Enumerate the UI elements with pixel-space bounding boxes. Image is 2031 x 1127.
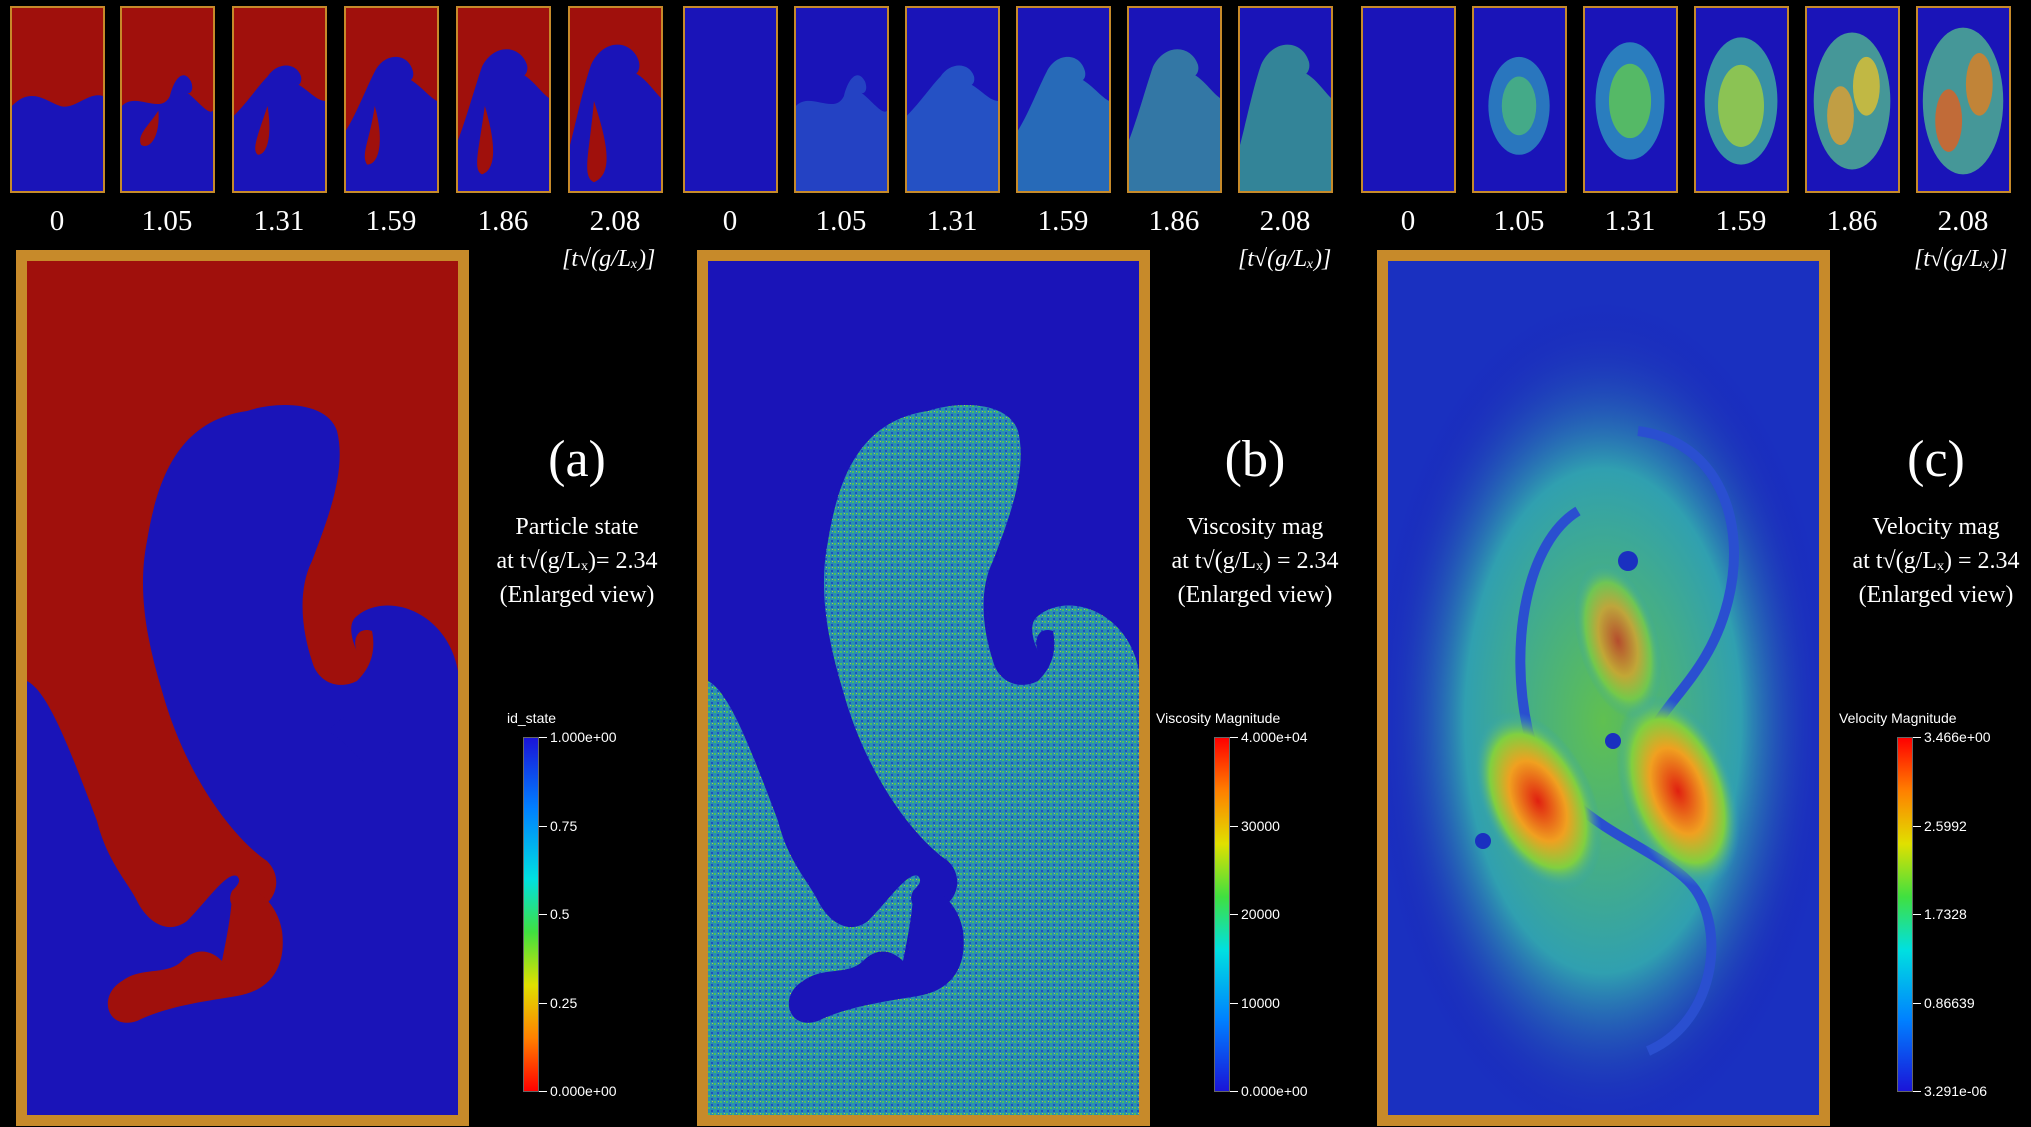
time-label: 1.59 bbox=[1715, 205, 1767, 237]
panel-a: 0 1.05 1.31 1.59 1.86 2.08 [t√(g/Lₓ)] (a… bbox=[0, 0, 674, 1127]
thumbnail-c-t1 bbox=[1472, 6, 1567, 193]
colorbar-tick-mark bbox=[539, 1003, 547, 1004]
thumbnail-a-t3 bbox=[344, 6, 439, 193]
caption-line: (Enlarged view) bbox=[1858, 582, 2014, 608]
caption-line: Velocity mag bbox=[1872, 514, 2000, 540]
viscosity-view bbox=[697, 250, 1150, 1126]
colorbar-title: Viscosity Magnitude bbox=[1156, 710, 1281, 726]
colorbar-tick-mark bbox=[539, 826, 547, 827]
time-label: 1.05 bbox=[815, 205, 867, 237]
time-units-label: [t√(g/Lₓ)] bbox=[562, 246, 656, 272]
colorbar-tick-label: 1.000e+00 bbox=[550, 729, 617, 745]
thumbnail-c-t4 bbox=[1805, 6, 1900, 193]
thumbnail-b-t1 bbox=[794, 6, 889, 193]
time-label: 1.31 bbox=[1604, 205, 1656, 237]
thumbnail-c-t2 bbox=[1583, 6, 1678, 193]
panel-caption: Particle state at t√(g/Lₓ)= 2.34 (Enlarg… bbox=[462, 510, 692, 612]
colorbar-tick-label: 0.75 bbox=[550, 818, 578, 834]
particle-state-view bbox=[16, 250, 469, 1126]
panel-letter: (b) bbox=[1224, 431, 1286, 488]
thumbnail-b-t3 bbox=[1016, 6, 1111, 193]
colorbar-tick-label: 30000 bbox=[1241, 818, 1280, 834]
thumbnail-b-t2 bbox=[905, 6, 1000, 193]
colorbar-title: Velocity Magnitude bbox=[1839, 710, 1957, 726]
time-label: 0 bbox=[1400, 205, 1416, 237]
caption-line: (Enlarged view) bbox=[1177, 582, 1333, 608]
time-label: 1.86 bbox=[477, 205, 529, 237]
thumbnail-c-t3 bbox=[1694, 6, 1789, 193]
colorbar-tick-label: 0.5 bbox=[550, 906, 570, 922]
caption-line: Viscosity mag bbox=[1186, 514, 1324, 540]
thumbnail-c-t0 bbox=[1361, 6, 1456, 193]
colorbar-tick-label: 4.000e+04 bbox=[1241, 729, 1308, 745]
colorbar-tick-mark bbox=[1913, 1091, 1921, 1092]
time-label: 0 bbox=[722, 205, 738, 237]
colorbar-tick-label: 3.466e+00 bbox=[1924, 729, 1991, 745]
panel-letter: (c) bbox=[1907, 431, 1965, 488]
colorbar bbox=[523, 737, 539, 1092]
thumbnail-b-t0 bbox=[683, 6, 778, 193]
thumbnail-a-t5 bbox=[568, 6, 663, 193]
time-label: 1.59 bbox=[365, 205, 417, 237]
colorbar-tick-label: 3.291e-06 bbox=[1924, 1083, 1988, 1099]
colorbar-tick-label: 0.25 bbox=[550, 995, 578, 1011]
caption-line: at t√(g/Lₓ) = 2.34 bbox=[1171, 548, 1339, 574]
panel-b: 0 1.05 1.31 1.59 1.86 2.08 [t√(g/Lₓ)] (b… bbox=[678, 0, 1352, 1127]
caption-line: at t√(g/Lₓ)= 2.34 bbox=[496, 548, 658, 574]
colorbar-tick-mark bbox=[1913, 737, 1921, 738]
time-label: 1.86 bbox=[1148, 205, 1200, 237]
time-label: 2.08 bbox=[1937, 205, 1989, 237]
colorbar-tick-label: 10000 bbox=[1241, 995, 1280, 1011]
thumbnail-c-t5 bbox=[1916, 6, 2011, 193]
colorbar-tick-mark bbox=[539, 737, 547, 738]
panel-c: 0 1.05 1.31 1.59 1.86 2.08 [t√(g/Lₓ)] bbox=[1355, 0, 2029, 1127]
colorbar-tick-mark bbox=[1913, 914, 1921, 915]
colorbar-tick-mark bbox=[1230, 1003, 1238, 1004]
time-label: 1.86 bbox=[1826, 205, 1878, 237]
colorbar-tick-label: 2.5992 bbox=[1924, 818, 1967, 834]
thumbnail-b-t5 bbox=[1238, 6, 1333, 193]
thumbnail-b-t4 bbox=[1127, 6, 1222, 193]
colorbar-title: id_state bbox=[507, 710, 557, 726]
time-label: 0 bbox=[49, 205, 65, 237]
colorbar-tick-mark bbox=[1230, 1091, 1238, 1092]
colorbar-tick-mark bbox=[539, 914, 547, 915]
colorbar bbox=[1214, 737, 1230, 1092]
colorbar-tick-label: 20000 bbox=[1241, 906, 1280, 922]
time-label: 1.05 bbox=[1493, 205, 1545, 237]
thumbnail-a-t1 bbox=[120, 6, 215, 193]
thumbnail-a-t2 bbox=[232, 6, 327, 193]
colorbar-tick-label: 0.000e+00 bbox=[1241, 1083, 1308, 1099]
time-units-label: [t√(g/Lₓ)] bbox=[1238, 246, 1332, 272]
panel-caption: Velocity mag at t√(g/Lₓ) = 2.34 (Enlarge… bbox=[1821, 510, 2031, 612]
velocity-view bbox=[1377, 250, 1830, 1126]
panel-letter: (a) bbox=[548, 431, 606, 488]
time-label: 1.31 bbox=[926, 205, 978, 237]
time-label: 1.31 bbox=[253, 205, 305, 237]
time-units-label: [t√(g/Lₓ)] bbox=[1914, 246, 2008, 272]
caption-line: Particle state bbox=[515, 514, 639, 540]
colorbar-tick-mark bbox=[1230, 826, 1238, 827]
colorbar-tick-label: 0.000e+00 bbox=[550, 1083, 617, 1099]
colorbar-tick-mark bbox=[1230, 737, 1238, 738]
colorbar-tick-mark bbox=[539, 1091, 547, 1092]
time-label: 1.59 bbox=[1037, 205, 1089, 237]
colorbar-tick-mark bbox=[1913, 826, 1921, 827]
colorbar-tick-mark bbox=[1230, 914, 1238, 915]
thumbnail-a-t0 bbox=[10, 6, 105, 193]
colorbar-tick-label: 0.86639 bbox=[1924, 995, 1975, 1011]
caption-line: (Enlarged view) bbox=[499, 582, 655, 608]
thumbnail-a-t4 bbox=[456, 6, 551, 193]
colorbar-tick-label: 1.7328 bbox=[1924, 906, 1967, 922]
panel-caption: Viscosity mag at t√(g/Lₓ) = 2.34 (Enlarg… bbox=[1140, 510, 1370, 612]
time-label: 1.05 bbox=[141, 205, 193, 237]
colorbar bbox=[1897, 737, 1913, 1092]
time-label: 2.08 bbox=[589, 205, 641, 237]
colorbar-tick-mark bbox=[1913, 1003, 1921, 1004]
caption-line: at t√(g/Lₓ) = 2.34 bbox=[1852, 548, 2020, 574]
time-label: 2.08 bbox=[1259, 205, 1311, 237]
